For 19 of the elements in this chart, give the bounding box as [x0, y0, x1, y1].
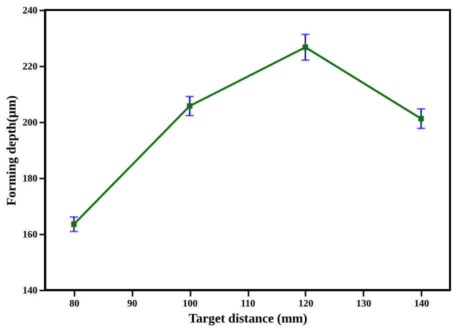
y-axis-title: Forming depth(μm)	[4, 95, 18, 206]
x-tick-label: 80	[69, 298, 80, 310]
y-tick-label: 140	[22, 286, 38, 296]
x-tick-label: 100	[182, 298, 198, 310]
x-axis-title: Target distance (mm)	[188, 310, 308, 326]
x-tick-label: 110	[240, 298, 256, 310]
point	[302, 44, 308, 50]
y-tick-label: 220	[22, 62, 38, 72]
x-tick-label: 130	[356, 298, 372, 310]
x-tick-label: 90	[127, 298, 138, 310]
y-tick-label: 160	[22, 230, 38, 240]
y-tick-label: 200	[22, 118, 38, 128]
point	[71, 221, 77, 227]
y-tick-label: 240	[22, 6, 38, 16]
x-tick-label: 120	[298, 298, 314, 310]
point	[186, 103, 192, 109]
point	[418, 116, 424, 122]
x-tick-label: 140	[414, 298, 430, 310]
y-tick-label: 180	[22, 174, 38, 184]
